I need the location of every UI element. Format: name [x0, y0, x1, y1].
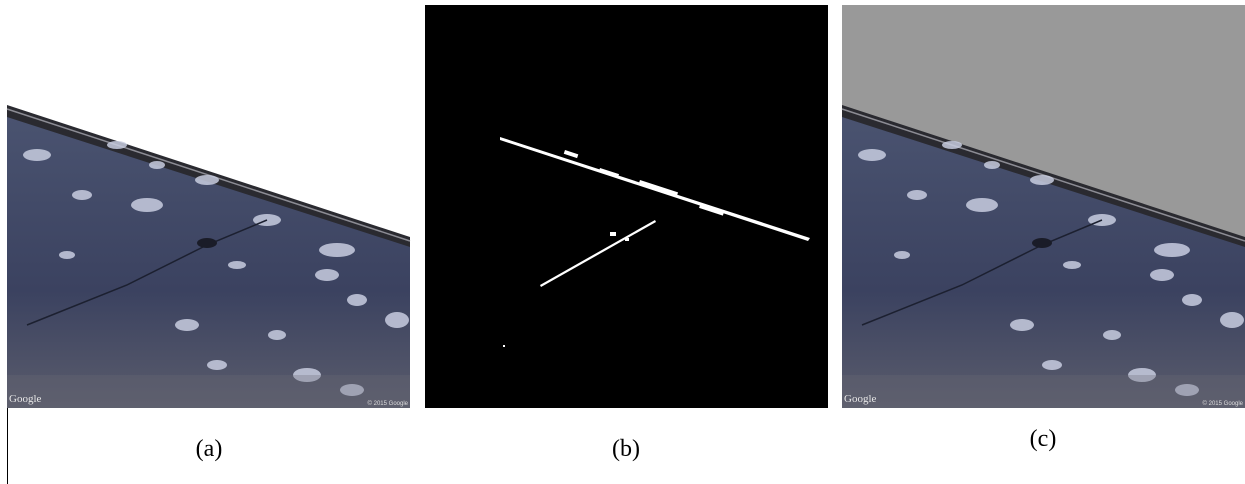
copyright: © 2015 Google — [368, 400, 409, 407]
figure: Google © 2015 Google (a) (b) Google © 20… — [0, 0, 1245, 484]
watermark: Google — [844, 393, 877, 405]
copyright: © 2015 Google — [1203, 400, 1244, 407]
panel-b: (b) — [425, 5, 828, 462]
panel-c: Google © 2015 Google (c) — [842, 5, 1245, 452]
panel-label: (c) — [1030, 426, 1057, 452]
panel-a: Google © 2015 Google (a) — [7, 5, 410, 462]
watermark: Google — [9, 393, 42, 405]
panel-b-mask — [425, 5, 828, 408]
panel-label: (a) — [196, 436, 223, 462]
panel-label: (b) — [612, 436, 640, 462]
